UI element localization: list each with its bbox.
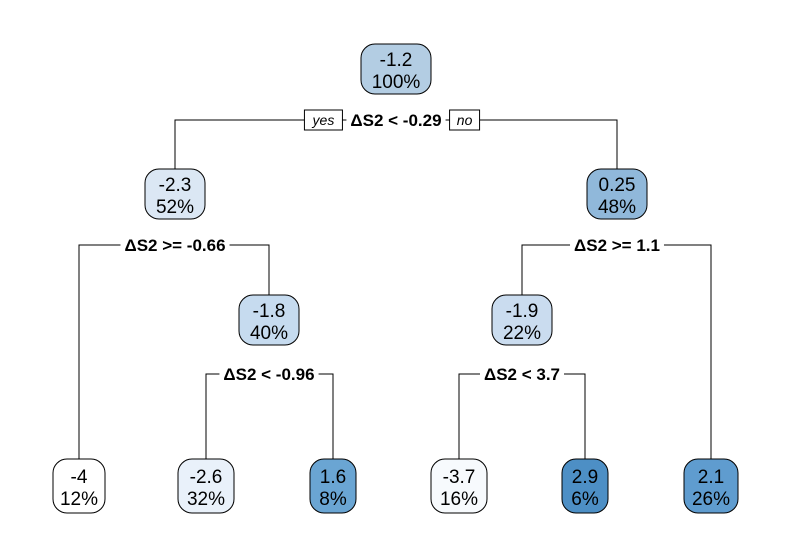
node-value: -2.3 — [159, 175, 192, 196]
split-label-n5: ΔS2 < 3.7 — [484, 365, 560, 384]
node-percent: 12% — [60, 489, 98, 510]
edge-s_n5-right — [564, 373, 586, 459]
tree-node-n5: -1.922% — [491, 294, 553, 346]
node-box — [561, 458, 609, 514]
node-percent: 32% — [187, 489, 225, 510]
tree-node-l4: -3.716% — [430, 458, 488, 514]
node-box — [491, 294, 553, 346]
node-box — [177, 458, 235, 514]
node-percent: 40% — [250, 323, 288, 344]
node-box — [52, 458, 106, 514]
edge-s_n4-right — [318, 373, 334, 459]
node-box — [309, 458, 357, 514]
split-label-root: ΔS2 < -0.29 — [350, 111, 441, 130]
node-percent: 22% — [503, 323, 541, 344]
edge-s_n2-right — [229, 244, 270, 295]
no-badge — [449, 109, 481, 131]
node-value: -1.2 — [380, 50, 413, 71]
node-value: -4 — [71, 467, 88, 488]
tree-node-l3: 1.68% — [309, 458, 357, 514]
node-box — [430, 458, 488, 514]
tree-node-n4: -1.840% — [238, 294, 300, 346]
node-value: -2.6 — [190, 467, 223, 488]
node-value: 2.1 — [698, 467, 724, 488]
edge-s_n5-left — [458, 373, 480, 459]
edge-s_n2-left — [78, 244, 121, 459]
no-label: no — [457, 112, 473, 128]
edge-s_root-left — [174, 119, 305, 169]
yes-label: yes — [312, 112, 335, 128]
tree-node-n2: -2.352% — [144, 168, 206, 220]
node-value: -3.7 — [443, 467, 476, 488]
node-value: 2.9 — [572, 467, 598, 488]
split-label-n3: ΔS2 >= 1.1 — [574, 236, 660, 255]
node-box — [238, 294, 300, 346]
split-label-n4: ΔS2 < -0.96 — [223, 365, 314, 384]
node-box — [360, 43, 432, 95]
tree-edges — [78, 119, 712, 459]
node-percent: 26% — [692, 489, 730, 510]
node-box — [144, 168, 206, 220]
node-box — [586, 168, 648, 220]
edge-s_n4-left — [205, 373, 220, 459]
edge-s_root-right — [479, 119, 618, 169]
split-label-n2: ΔS2 >= -0.66 — [124, 236, 225, 255]
node-percent: 48% — [598, 197, 636, 218]
node-value: 1.6 — [320, 467, 346, 488]
split-labels: ΔS2 < -0.29 yes no ΔS2 >= -0.66 ΔS2 >= 1.1 ΔS… — [124, 109, 660, 384]
yes-badge — [303, 109, 343, 131]
node-percent: 100% — [372, 72, 421, 93]
node-value: -1.9 — [506, 301, 539, 322]
node-value: 0.25 — [599, 175, 636, 196]
tree-node-l6: 2.126% — [683, 458, 739, 514]
edge-s_n3-right — [663, 244, 712, 459]
node-percent: 52% — [156, 197, 194, 218]
node-percent: 16% — [440, 489, 478, 510]
edge-s_n3-left — [521, 244, 571, 295]
tree-node-l2: -2.632% — [177, 458, 235, 514]
tree-node-l1: -412% — [52, 458, 106, 514]
tree-node-l5: 2.96% — [561, 458, 609, 514]
node-box — [683, 458, 739, 514]
node-value: -1.8 — [253, 301, 286, 322]
node-percent: 6% — [571, 489, 599, 510]
node-percent: 8% — [319, 489, 347, 510]
